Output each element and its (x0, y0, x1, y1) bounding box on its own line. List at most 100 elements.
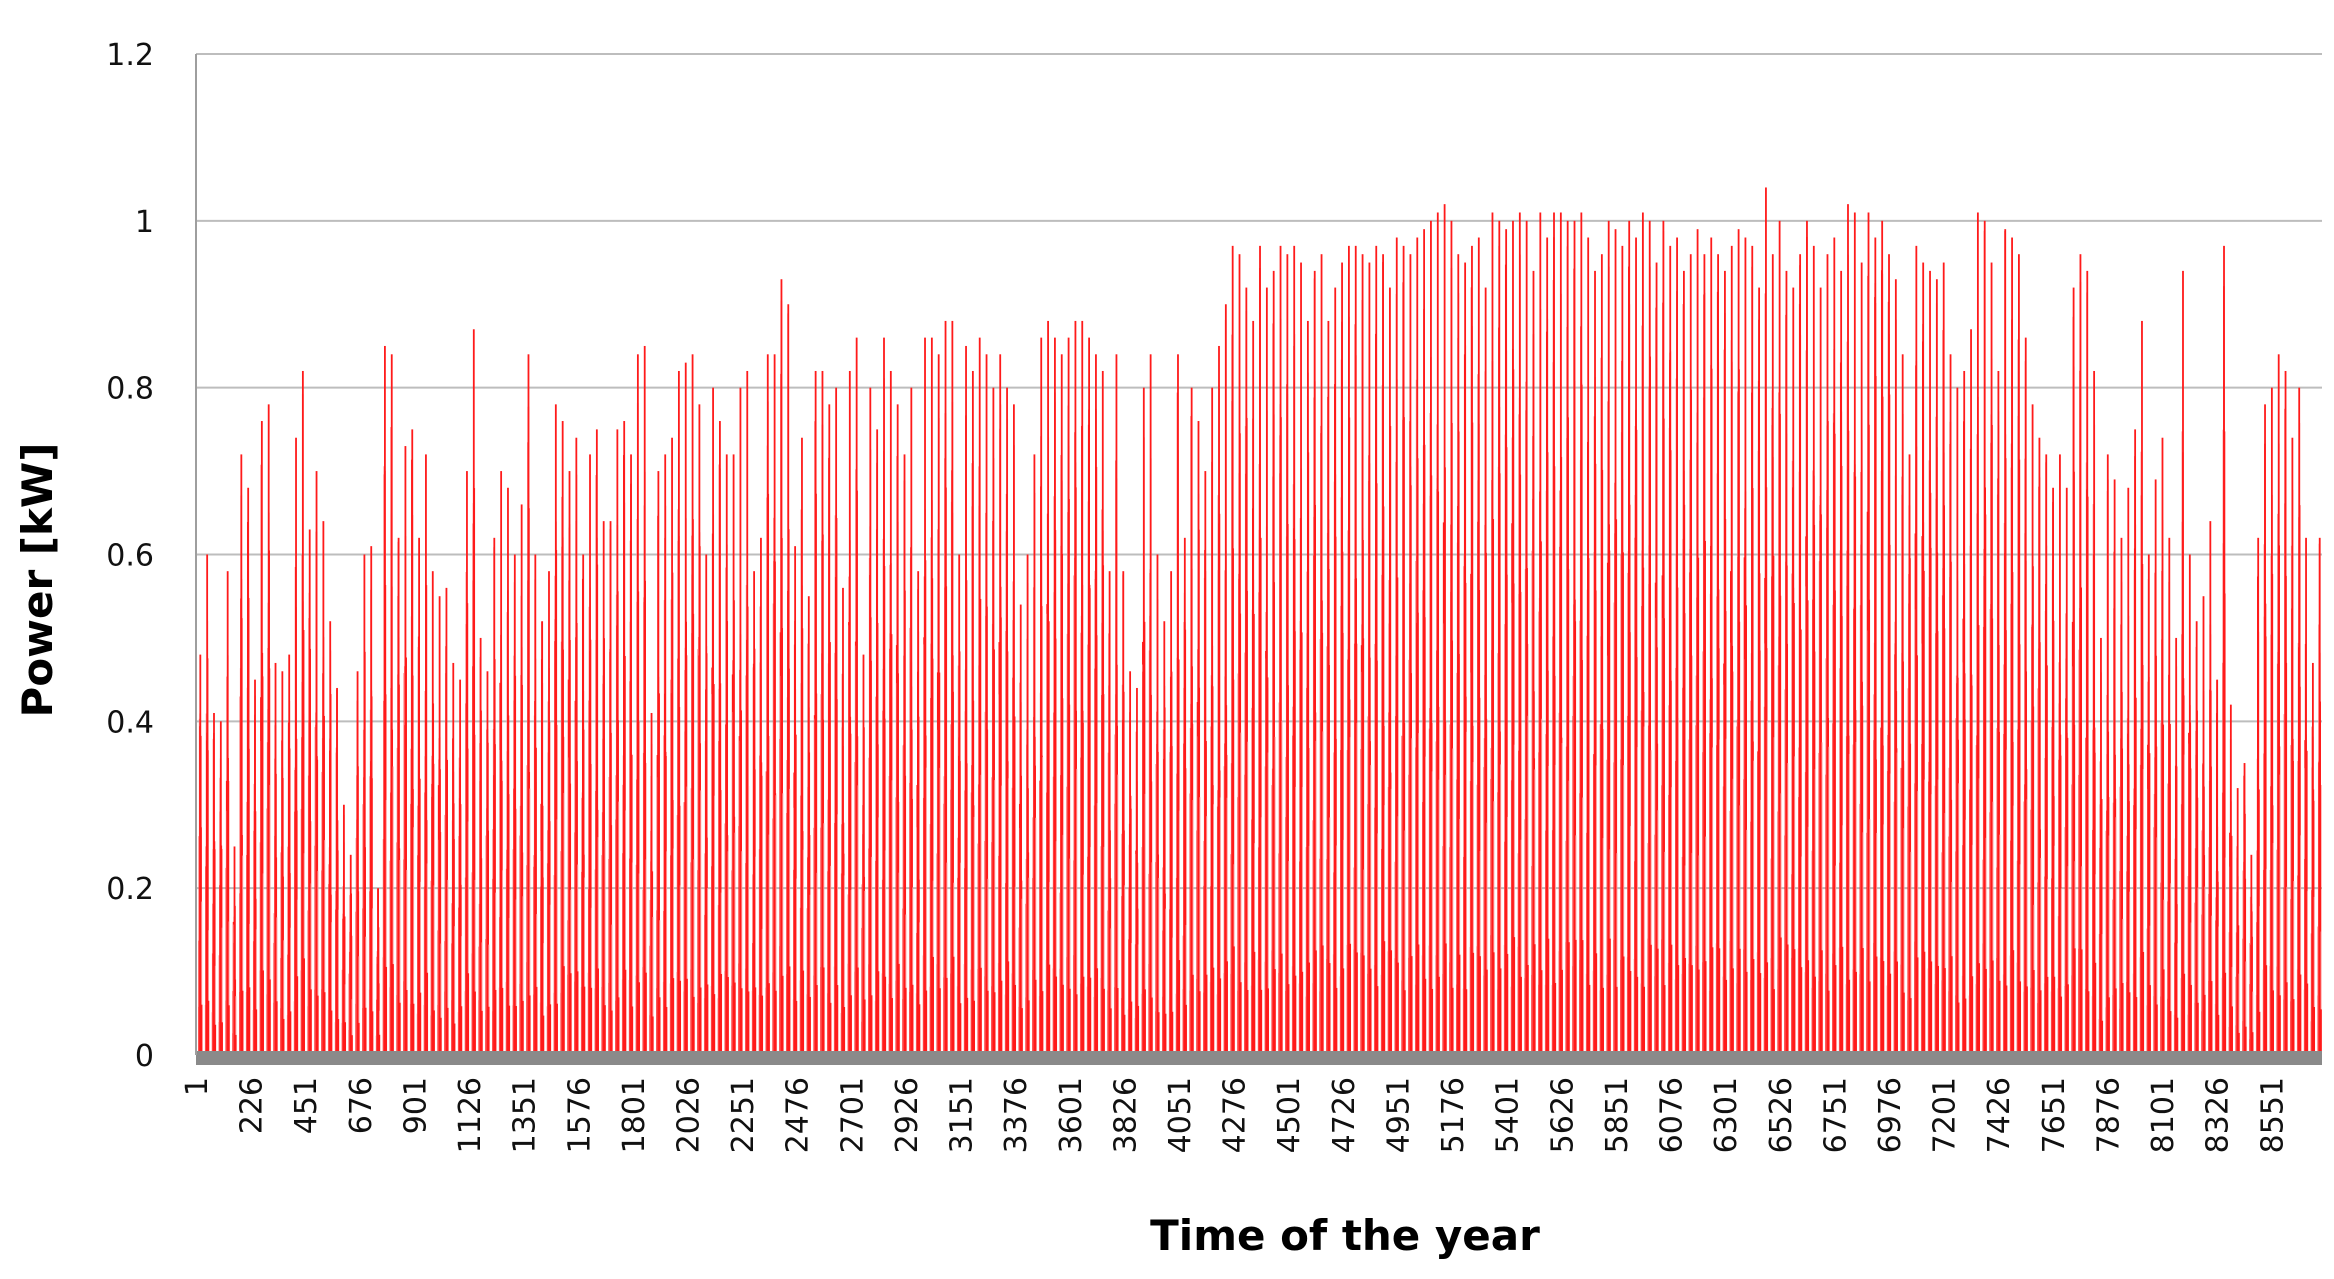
bar-peak (944, 320, 947, 1055)
bar (1561, 743, 1563, 1055)
bar (713, 795, 715, 1055)
x-tick-label: 3376 (999, 1077, 1034, 1153)
bar (2046, 879, 2049, 1055)
bar-peak (2154, 479, 2157, 1055)
bar (1198, 797, 1201, 1055)
bar-peak (561, 421, 564, 1055)
x-tick-label: 4276 (1218, 1077, 1253, 1153)
bar (624, 810, 627, 1055)
bar (898, 963, 900, 1055)
bar-peak (1389, 287, 1391, 1055)
bar-peak (1047, 320, 1049, 1055)
bar-peak (1088, 337, 1090, 1055)
bar (973, 1000, 975, 1055)
bar (1951, 956, 1953, 1055)
bar-peak (1676, 237, 1678, 1055)
bar (665, 1006, 668, 1055)
bar (1752, 760, 1755, 1055)
bar (1123, 1014, 1126, 1055)
bar-peak (1430, 220, 1432, 1055)
bar (440, 1017, 442, 1055)
bar (2019, 864, 2021, 1055)
bar-peak (1997, 370, 2000, 1056)
bar-peak (363, 554, 366, 1055)
bar (1199, 991, 1201, 1055)
bar (1622, 765, 1625, 1055)
bar (1007, 961, 1010, 1055)
bar (2012, 805, 2014, 1055)
bar-peak (677, 370, 680, 1056)
bar (467, 973, 470, 1055)
bar-peak (965, 345, 967, 1056)
bar (1554, 982, 1557, 1055)
bar (439, 943, 442, 1055)
bar (754, 987, 757, 1055)
bar (1438, 976, 1440, 1055)
bar-peak (2045, 454, 2048, 1055)
bar-peak (1956, 387, 1959, 1055)
bar-peak (1874, 237, 1877, 1055)
bar (2272, 990, 2274, 1055)
bar (2292, 881, 2295, 1055)
bar-peak (240, 454, 243, 1055)
bar-peak (1409, 254, 1412, 1055)
bar (761, 928, 763, 1055)
bar-peak (1833, 237, 1836, 1055)
bar (973, 816, 975, 1055)
bar (699, 790, 702, 1055)
bar (2101, 1020, 2104, 1055)
bar-peak (2168, 537, 2171, 1055)
bar-peak (1361, 254, 1364, 1055)
x-tick-label: 5176 (1436, 1077, 1471, 1153)
bar (1314, 740, 1317, 1055)
bar-peak (1197, 421, 1200, 1055)
bar-peak (807, 596, 810, 1055)
bar (1499, 968, 1502, 1055)
bar-peak (322, 521, 325, 1055)
bar (1431, 771, 1433, 1055)
bar (713, 994, 716, 1055)
bar (1595, 765, 1597, 1055)
bar-peak (1033, 454, 1036, 1055)
bar (487, 944, 490, 1055)
x-tick-label: 451 (289, 1077, 324, 1134)
bar-peak (199, 654, 202, 1055)
bar-peak (1573, 220, 1576, 1055)
bar (398, 860, 401, 1055)
bar (2258, 906, 2261, 1055)
bar (433, 1010, 435, 1055)
bar (597, 968, 599, 1055)
bar (528, 788, 531, 1055)
bar (1793, 756, 1796, 1055)
bar (1410, 738, 1413, 1055)
bar (1841, 825, 1843, 1055)
bar-peak (1477, 237, 1480, 1055)
bar-peak (1341, 262, 1343, 1055)
bar-peak (2257, 537, 2260, 1055)
bar (1800, 967, 1803, 1055)
bar (706, 984, 709, 1055)
x-tick-label: 8551 (2255, 1077, 2290, 1153)
bar (1718, 739, 1720, 1055)
bar-peak (1204, 471, 1207, 1056)
x-tick-label: 3826 (1108, 1077, 1143, 1153)
bar-peak (2011, 237, 2013, 1055)
bar (1704, 961, 1707, 1055)
bar (494, 892, 497, 1055)
bar (610, 924, 613, 1055)
bar (303, 853, 305, 1055)
bar (2039, 858, 2042, 1055)
bar (617, 997, 620, 1055)
bar (1041, 991, 1044, 1055)
bar (1431, 988, 1434, 1055)
bar (433, 885, 435, 1055)
bar (460, 1006, 463, 1055)
bar (1041, 757, 1044, 1055)
bar (884, 976, 887, 1055)
bar-peak (2141, 320, 2143, 1055)
bar-peak (1436, 212, 1439, 1056)
bar-peak (766, 354, 769, 1055)
bar (487, 1006, 490, 1055)
bar-peak (698, 404, 701, 1056)
